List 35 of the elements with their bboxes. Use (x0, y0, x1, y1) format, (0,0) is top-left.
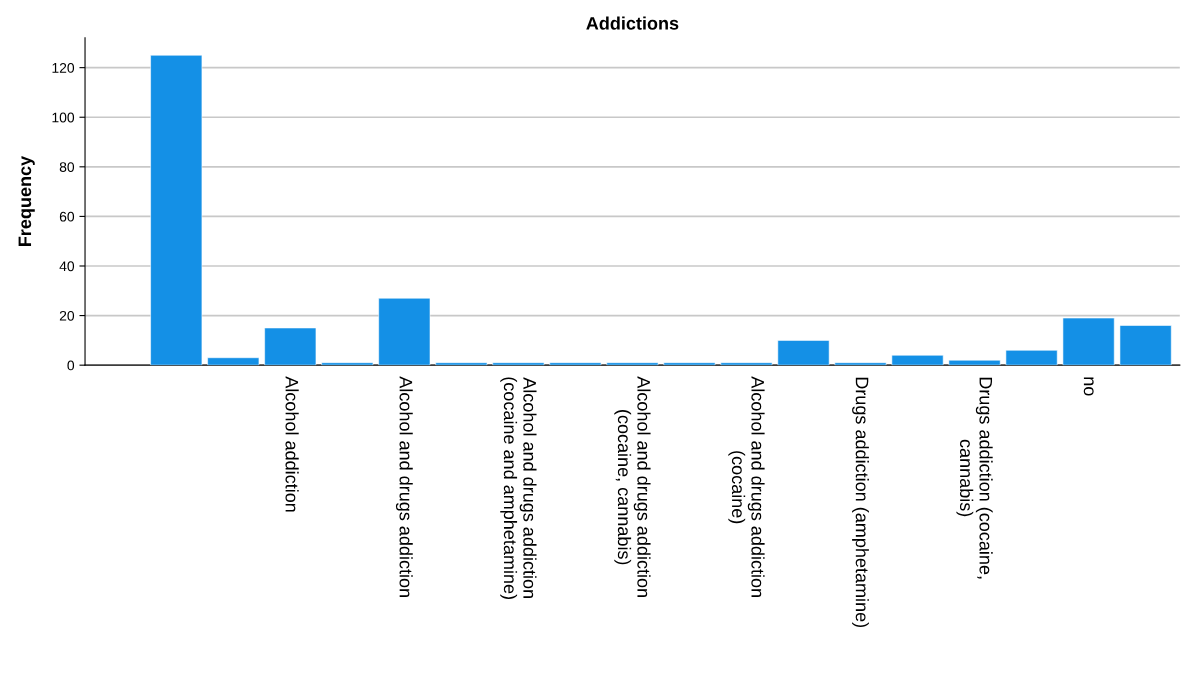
bar (549, 362, 602, 366)
y-tick-label: 60 (59, 211, 75, 222)
y-tick-label: 80 (59, 162, 75, 172)
y-tick-label: 0 (67, 360, 75, 371)
bar (1062, 317, 1115, 366)
bar (435, 362, 488, 366)
x-tick-label: Drugs addiction (cocaine, cannabis) (956, 377, 993, 579)
bar (492, 362, 545, 366)
y-tick-label: 20 (59, 310, 75, 321)
bar (378, 297, 431, 366)
x-tick-label: Alcohol and drugs addiction (395, 376, 413, 597)
y-tick-label: 120 (52, 62, 75, 73)
bar (720, 362, 773, 366)
bar (606, 362, 659, 366)
bar (891, 354, 944, 366)
x-tick-label: Alcohol and drugs addiction (cocaine) (728, 376, 765, 597)
y-tick-label: 100 (52, 112, 75, 123)
bar (264, 327, 317, 366)
x-tick-label: Drugs addiction (amphetamine) (852, 377, 869, 628)
x-tick-label: Alcohol addiction (285, 376, 299, 512)
bar (150, 54, 203, 366)
bar (663, 362, 716, 366)
chart-title: Addictions (586, 16, 679, 30)
bar (1005, 350, 1058, 366)
bar (777, 340, 830, 366)
bar (1119, 325, 1172, 366)
x-tick-label: Alcohol and drugs addiction (cocaine and amphetamine) (500, 377, 537, 599)
x-tick-label: no (1083, 377, 1094, 396)
bar (207, 357, 260, 366)
bar (948, 359, 1001, 366)
x-tick-label: Alcohol and drugs addiction (cocaine, cannabis) (614, 376, 651, 597)
bar (321, 362, 374, 366)
y-tick-label: 40 (59, 261, 75, 272)
bar (834, 362, 887, 366)
y-axis-title: Frequency (18, 155, 35, 246)
